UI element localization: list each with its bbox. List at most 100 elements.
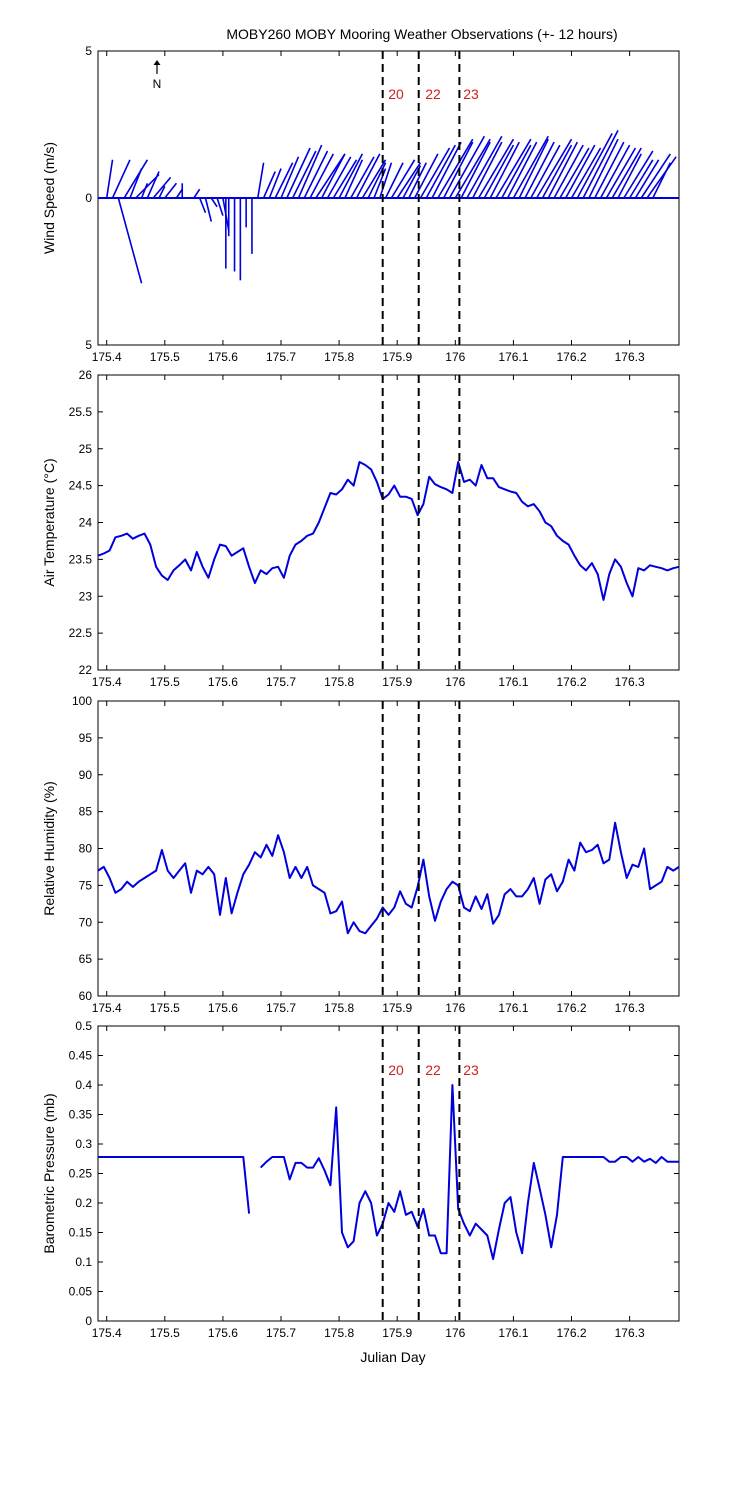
air-temperature-line bbox=[97, 461, 680, 601]
wind-vector bbox=[547, 141, 579, 199]
wind-vector bbox=[605, 147, 637, 199]
north-label: N bbox=[153, 77, 162, 91]
y-tick-label: 95 bbox=[79, 731, 93, 745]
x-tick-label: 175.4 bbox=[92, 675, 122, 689]
y-tick-label: 24 bbox=[79, 516, 93, 530]
x-tick-label: 175.9 bbox=[382, 1326, 412, 1340]
barometric-pressure-panel: 175.4 175.5 175.6 175.7 175.8 175.9 176 176.1 17… bbox=[41, 1019, 680, 1365]
wind-vector bbox=[524, 141, 555, 199]
y-tick-label: 0.5 bbox=[75, 1019, 92, 1033]
wind-vector bbox=[198, 197, 207, 213]
wind-vector bbox=[501, 144, 532, 199]
x-tick-label: 176 bbox=[445, 1326, 465, 1340]
wind-vector bbox=[204, 197, 213, 222]
x-tick-label: 175.9 bbox=[382, 1001, 412, 1015]
x-axis-label: Julian Day bbox=[360, 1349, 425, 1365]
x-tick-label: 176.3 bbox=[615, 350, 645, 364]
barometric-pressure-marker-lines bbox=[381, 1026, 461, 1321]
y-tick-label: 65 bbox=[79, 952, 93, 966]
x-tick-label: 175.8 bbox=[324, 1001, 354, 1015]
wind-vector bbox=[535, 138, 573, 199]
barometric-pressure-marker-labels: 20 22 23 bbox=[388, 1062, 479, 1078]
wind-vector bbox=[425, 144, 457, 199]
wind-vector bbox=[297, 144, 323, 199]
wind-vector bbox=[355, 153, 381, 199]
wind-vector bbox=[611, 147, 642, 199]
relative-humidity-y-axis-label: Relative Humidity (%) bbox=[41, 781, 57, 916]
x-tick-label: 175.6 bbox=[208, 675, 238, 689]
x-tick-label: 176 bbox=[445, 1001, 465, 1015]
air-temperature-marker-lines bbox=[381, 375, 461, 670]
wind-vector bbox=[262, 171, 276, 199]
marker-label-23: 23 bbox=[463, 86, 479, 102]
y-tick-label: 0.45 bbox=[69, 1049, 93, 1063]
x-tick-label: 175.6 bbox=[208, 1326, 238, 1340]
wind-speed-ticks: 175.4 175.5 175.6 175.7 175.8 175.9 176 176.1 17… bbox=[85, 44, 679, 364]
y-tick-label: 0.25 bbox=[69, 1167, 93, 1181]
air-temperature-panel: 175.4 175.5 175.6 175.7 175.8 175.9 176 176.1 17… bbox=[41, 368, 680, 689]
y-tick-label: 85 bbox=[79, 805, 93, 819]
wind-vector bbox=[274, 162, 294, 199]
air-temperature-series bbox=[97, 461, 680, 601]
wind-vector bbox=[402, 165, 422, 199]
wind-vector bbox=[512, 135, 549, 199]
wind-vector bbox=[320, 153, 346, 199]
x-tick-label: 176.1 bbox=[498, 1001, 528, 1015]
wind-vector bbox=[140, 183, 149, 199]
wind-vector bbox=[390, 159, 416, 199]
x-tick-label: 175.7 bbox=[266, 1001, 296, 1015]
wind-vector bbox=[175, 188, 183, 199]
barometric-pressure-y-axis-label: Barometric Pressure (mb) bbox=[41, 1093, 57, 1253]
y-tick-label: 80 bbox=[79, 842, 93, 856]
wind-vector bbox=[437, 138, 474, 199]
wind-vector bbox=[553, 144, 584, 199]
x-tick-label: 176.3 bbox=[615, 675, 645, 689]
y-tick-label: 5 bbox=[85, 44, 92, 58]
wind-vector bbox=[193, 188, 201, 199]
x-tick-label: 175.7 bbox=[266, 1326, 296, 1340]
wind-vector bbox=[466, 135, 503, 199]
wind-vector bbox=[396, 162, 422, 199]
wind-speed-marker-lines bbox=[381, 51, 461, 345]
wind-vector bbox=[332, 159, 358, 199]
marker-label-20: 20 bbox=[388, 86, 404, 102]
x-tick-label: 175.5 bbox=[150, 1001, 180, 1015]
wind-vector bbox=[309, 153, 335, 199]
x-tick-label: 176.2 bbox=[556, 675, 586, 689]
y-tick-label: 0.05 bbox=[69, 1285, 93, 1299]
wind-vector bbox=[146, 171, 160, 199]
barometric-pressure-ticks: 175.4 175.5 175.6 175.7 175.8 175.9 176 176.1 17… bbox=[69, 1019, 679, 1340]
x-tick-label: 175.6 bbox=[208, 1001, 238, 1015]
x-tick-label: 175.5 bbox=[150, 350, 180, 364]
x-tick-label: 175.7 bbox=[266, 350, 296, 364]
wind-vector bbox=[152, 176, 172, 199]
y-tick-label: 75 bbox=[79, 878, 93, 892]
y-tick-label: 25.5 bbox=[69, 405, 93, 419]
wind-vector bbox=[582, 130, 619, 199]
wind-vector bbox=[344, 159, 364, 199]
wind-vector bbox=[123, 159, 149, 199]
wind-vector bbox=[617, 153, 642, 199]
wind-speed-y-axis-label: Wind Speed (m/s) bbox=[41, 142, 57, 254]
marker-label-22: 22 bbox=[425, 1062, 441, 1078]
y-tick-label: 5 bbox=[85, 338, 92, 352]
wind-vector bbox=[216, 197, 224, 216]
wind-vector bbox=[489, 141, 520, 199]
wind-vector bbox=[111, 159, 131, 199]
wind-vector bbox=[565, 144, 596, 199]
north-indicator: N bbox=[153, 60, 162, 91]
air-temperature-ticks: 175.4 175.5 175.6 175.7 175.8 175.9 176 176.1 17… bbox=[69, 368, 679, 689]
wind-vector bbox=[599, 144, 631, 199]
wind-vector bbox=[268, 168, 282, 199]
x-tick-label: 175.8 bbox=[324, 1326, 354, 1340]
wind-vector bbox=[291, 150, 317, 199]
wind-vector bbox=[483, 144, 515, 199]
wind-vector bbox=[576, 132, 613, 199]
north-arrow-icon bbox=[153, 60, 161, 65]
wind-vector bbox=[280, 156, 300, 199]
y-tick-label: 0 bbox=[85, 1314, 92, 1328]
relative-humidity-line bbox=[97, 821, 680, 935]
wind-vector bbox=[652, 162, 672, 199]
wind-vector bbox=[129, 168, 143, 199]
x-tick-label: 175.9 bbox=[382, 675, 412, 689]
